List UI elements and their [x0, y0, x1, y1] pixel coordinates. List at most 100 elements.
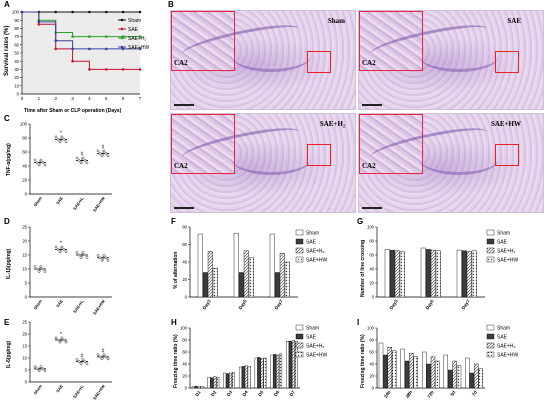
- il1b-data-point: [60, 245, 64, 249]
- survival-ytick-label: 90: [14, 18, 19, 23]
- survival-point: [121, 10, 125, 14]
- dentate-layer: [231, 142, 311, 175]
- freezing-h-ytick-label: 60: [182, 350, 187, 355]
- il1b-data-point: [77, 253, 81, 257]
- line-crossing-ytick-label: 80: [369, 239, 374, 244]
- freezing-i-bar: [473, 363, 479, 389]
- il1b-data-point: [62, 248, 66, 251]
- il1b-category-label: SAE+HW: [92, 299, 106, 316]
- alternation-category-label: Day3: [202, 298, 213, 310]
- freezing-h-category-label: D5: [257, 389, 265, 397]
- survival-point: [54, 39, 58, 42]
- survival-point: [88, 47, 91, 51]
- freezing-h-bar: [263, 357, 267, 389]
- tnf-data-point: [102, 149, 106, 153]
- line-crossing-ytick-label: 60: [369, 253, 374, 258]
- alternation-bar: [269, 233, 275, 298]
- alternation-legend-swatch: [295, 229, 304, 236]
- survival-plot-bg: [22, 12, 140, 94]
- freezing-i-bar: [443, 354, 449, 389]
- il1b-data-point: [100, 258, 104, 262]
- il6-data-point: [60, 336, 64, 340]
- freezing-h-bar: [194, 385, 198, 389]
- tnf-ytick-label: 0: [25, 192, 28, 197]
- line-crossing-bar: [425, 249, 431, 298]
- il1b-data-point: [79, 256, 83, 259]
- tnf-significance-mark: *: [60, 131, 62, 137]
- freezing-i-bar: [400, 348, 405, 389]
- freezing-h-bar: [276, 354, 280, 389]
- survival-ylabel: Survival rates (%): [4, 26, 10, 76]
- tnf-significance-mark: #: [81, 152, 84, 158]
- survival-point: [104, 35, 108, 38]
- il1b-data-point: [58, 250, 62, 254]
- alternation-category-label: Day5: [238, 298, 249, 310]
- histology-tile: SAE CA2: [358, 10, 544, 110]
- freezing-h-bar: [279, 353, 283, 389]
- tnf-ytick-label: 60: [22, 150, 27, 155]
- tnf-data-point: [64, 140, 68, 144]
- panel-letter-g: G: [357, 217, 364, 226]
- freezing-i-bar: [456, 365, 462, 389]
- line-crossing-legend-label: SAE+HW: [497, 258, 519, 264]
- freezing-h-ytick-label: 20: [182, 374, 187, 379]
- il6-category-label: Sham: [32, 383, 43, 395]
- histology-region-label: CA2: [362, 59, 376, 67]
- survival-ytick-label: 80: [14, 26, 19, 31]
- freezing-h-category-label: D6: [273, 389, 281, 397]
- tnf-data-point: [58, 140, 62, 144]
- il1b-data-point: [75, 251, 79, 254]
- freezing-h-bar: [226, 373, 230, 389]
- freezing-i-bar: [465, 357, 470, 389]
- survival-point: [71, 47, 74, 51]
- freezing-i-bar: [392, 350, 397, 389]
- tnf-data-point: [98, 152, 102, 155]
- panel-letter-i: I: [357, 318, 360, 327]
- il1b-data-point: [96, 254, 100, 257]
- line-crossing-legend-label: SAE+H₂: [497, 249, 516, 255]
- survival-point: [138, 35, 142, 38]
- il1b-data-point: [102, 254, 106, 257]
- histology-tile: Sham CA2: [170, 10, 356, 110]
- survival-xtick-label: 0: [21, 96, 24, 101]
- il1b-data-point: [85, 256, 89, 259]
- freezing-h-bar: [289, 341, 292, 389]
- survival-legend-label: Sham: [128, 18, 141, 24]
- alternation-bar: [202, 272, 208, 298]
- alternation-bar: [207, 251, 213, 298]
- survival-legend-label: SAE: [128, 27, 139, 33]
- il1b-data-point: [81, 251, 85, 254]
- freezing-i-legend-label: SAE+H₂: [497, 344, 516, 350]
- survival-xtick-label: 3: [71, 96, 74, 101]
- magnified-inset: [171, 114, 235, 174]
- freezing-i-legend-swatch: [486, 351, 495, 358]
- il6-category-label: SAE+HW: [92, 384, 106, 401]
- panel-letter-a: A: [4, 0, 10, 9]
- il1b-category-label: Sham: [32, 298, 43, 310]
- freezing-i-legend-swatch: [486, 342, 495, 349]
- alternation-bar: [248, 257, 254, 298]
- freezing-i-bar: [387, 347, 392, 389]
- panel-letter-b: B: [168, 0, 174, 9]
- magnified-inset: [359, 114, 423, 174]
- freezing-i-legend-swatch: [486, 333, 495, 340]
- il1b-data-point: [37, 270, 41, 273]
- alternation-bar: [212, 267, 218, 298]
- il6-data-point: [81, 358, 85, 361]
- freezing-i-bar: [378, 342, 384, 389]
- alternation-bar: [243, 250, 249, 298]
- survival-chart: Survival rates (%) Time after Sham or CL…: [4, 10, 150, 114]
- tnf-data-point: [43, 163, 47, 167]
- il6-data-point: [33, 365, 37, 369]
- il6-ytick-label: 20: [22, 332, 27, 337]
- il1b-ytick-label: 10: [22, 267, 27, 272]
- survival-xtick-label: 6: [122, 96, 125, 101]
- tnf-data-point: [75, 156, 79, 160]
- freezing-i-bar: [413, 356, 418, 389]
- il1b-category-label: SAE+H₂: [72, 299, 85, 315]
- il6-data-point: [39, 365, 43, 369]
- survival-ytick-label: 40: [14, 59, 19, 64]
- panel-letter-h: H: [171, 318, 177, 327]
- region-of-interest-box: [307, 144, 331, 166]
- freezing-h-legend-swatch: [295, 324, 304, 331]
